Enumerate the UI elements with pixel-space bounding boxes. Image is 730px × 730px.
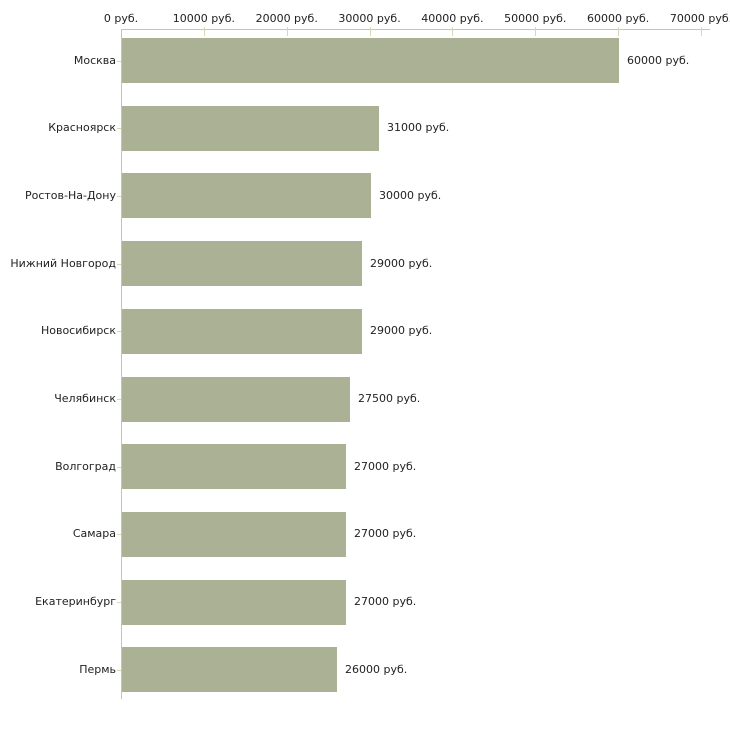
- x-axis-tick: [618, 27, 620, 36]
- x-axis-tick-label: 0 руб.: [103, 12, 139, 25]
- bar-row: Челябинск 27500 руб.: [0, 376, 730, 422]
- bar: [122, 38, 619, 83]
- category-label: Ростов-На-Дону: [24, 188, 116, 202]
- x-axis-tick-label: 30000 руб.: [338, 12, 401, 25]
- x-axis-tick: [452, 27, 454, 36]
- value-label: 29000 руб.: [370, 256, 433, 270]
- y-axis-tick: [117, 331, 121, 333]
- x-axis-tick: [701, 27, 702, 36]
- bar-row: Красноярск 31000 руб.: [0, 105, 730, 151]
- bar-row: Новосибирск 29000 руб.: [0, 308, 730, 354]
- bar-row: Ростов-На-Дону 30000 руб.: [0, 173, 730, 219]
- value-label: 27000 руб.: [354, 459, 417, 473]
- x-axis-tick-label: 60000 руб.: [587, 12, 650, 25]
- category-label: Челябинск: [54, 392, 116, 405]
- category-label: Красноярск: [48, 121, 116, 135]
- bar-row: Нижний Новгород 29000 руб.: [0, 241, 730, 287]
- bar: [122, 376, 350, 422]
- category-label: Москва: [73, 53, 116, 67]
- x-axis-tick: [535, 27, 537, 36]
- category-label: Самара: [72, 527, 116, 541]
- x-axis-tick-label: 50000 руб.: [504, 12, 567, 25]
- bar: [122, 647, 337, 693]
- bar: [122, 105, 379, 151]
- y-axis-tick: [117, 60, 121, 62]
- category-label: Екатеринбург: [35, 595, 116, 609]
- y-axis-tick: [117, 534, 121, 536]
- x-axis-tick: [286, 27, 288, 36]
- x-axis-tick-label: 40000 руб.: [421, 12, 484, 25]
- x-axis-tick-label: 20000 руб.: [255, 12, 318, 25]
- bar-row: Москва 60000 руб.: [0, 38, 730, 83]
- value-label: 31000 руб.: [387, 121, 450, 135]
- bar: [122, 511, 346, 557]
- x-axis-tick-label: 10000 руб.: [172, 12, 235, 25]
- x-axis-tick-label: 70000 руб.: [669, 12, 730, 25]
- value-label: 27000 руб.: [354, 595, 417, 609]
- bar: [122, 308, 362, 354]
- category-label: Новосибирск: [40, 324, 116, 338]
- y-axis-line: [121, 29, 122, 699]
- category-label: Пермь: [79, 662, 116, 676]
- value-label: 26000 руб.: [345, 662, 408, 676]
- y-axis-tick: [117, 602, 121, 604]
- x-axis-tick: [203, 27, 205, 36]
- y-axis-tick: [117, 195, 121, 197]
- y-axis-tick: [117, 263, 121, 265]
- value-label: 27500 руб.: [358, 392, 421, 405]
- bar: [122, 444, 346, 490]
- y-axis-tick: [117, 669, 121, 671]
- y-axis-tick: [117, 399, 121, 400]
- bar-row: Волгоград 27000 руб.: [0, 444, 730, 490]
- value-label: 29000 руб.: [370, 324, 433, 338]
- y-axis-tick: [117, 466, 121, 468]
- category-label: Волгоград: [55, 459, 116, 473]
- bar-row: Екатеринбург 27000 руб.: [0, 579, 730, 625]
- bar-row: Самара 27000 руб.: [0, 511, 730, 557]
- bar-row: Пермь 26000 руб.: [0, 647, 730, 693]
- y-axis-tick: [117, 128, 121, 130]
- bar: [122, 241, 362, 287]
- x-axis-line: [121, 29, 710, 30]
- value-label: 27000 руб.: [354, 527, 417, 541]
- x-axis-tick: [369, 27, 371, 36]
- bar: [122, 173, 371, 219]
- value-label: 60000 руб.: [627, 53, 690, 67]
- category-label: Нижний Новгород: [10, 256, 116, 270]
- bar: [122, 579, 346, 625]
- value-label: 30000 руб.: [379, 188, 442, 202]
